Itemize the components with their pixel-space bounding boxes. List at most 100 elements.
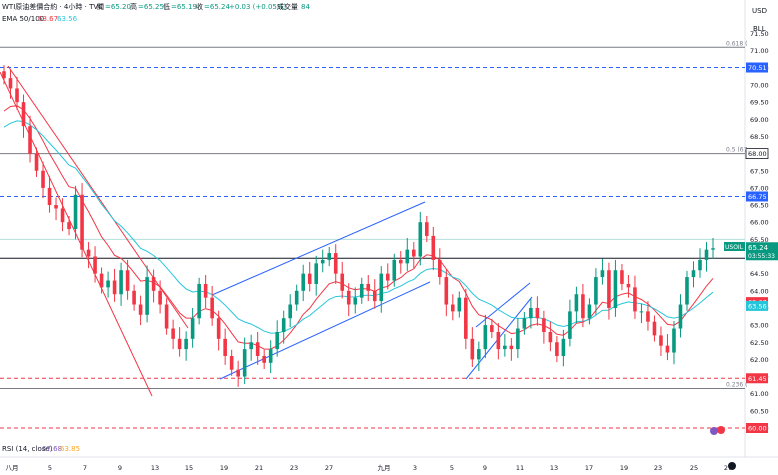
candles: [2, 65, 715, 387]
price-tick-label: 64.00: [750, 287, 769, 295]
candle-body: [672, 328, 676, 353]
candle-body: [626, 283, 631, 288]
candle-body: [542, 318, 546, 332]
ohlc-value-0: =65.20: [105, 3, 131, 11]
rsi-label[interactable]: RSI (14, close): [2, 445, 53, 453]
unit-label[interactable]: BLL: [753, 25, 766, 33]
volume-value: 84: [301, 3, 310, 11]
candle-body: [438, 259, 442, 278]
price-tick-label: 66.00: [750, 219, 769, 227]
time-tick-label: 九月: [378, 463, 391, 472]
candle-body: [444, 277, 449, 305]
candle-body: [451, 304, 455, 312]
current-price-value: 65.24: [748, 244, 769, 252]
candle-body: [275, 331, 279, 350]
candle-body: [80, 194, 84, 250]
candle-body: [262, 355, 266, 363]
price-label-box-6: [746, 423, 768, 433]
price-label-text-0: 70.51: [748, 64, 767, 72]
ohlc-label-3: 收: [196, 2, 203, 11]
time-tick-label: 5: [450, 464, 454, 472]
candle-body: [555, 342, 559, 356]
candle-body: [411, 249, 416, 257]
ema-50-line[interactable]: [3, 105, 714, 350]
symbol-title[interactable]: WTI原油差價合約 · 4小時 · TVC: [2, 2, 103, 11]
candle-body: [314, 263, 319, 284]
price-tick-label: 71.00: [750, 47, 769, 55]
candle-body: [106, 280, 110, 288]
price-label-box-0: [746, 62, 768, 73]
price-tick-label: 65.50: [750, 236, 769, 244]
candle-body: [405, 249, 410, 264]
volume-label: 成交量: [277, 2, 298, 11]
ema-label[interactable]: EMA 50/100: [2, 15, 44, 23]
candle-body: [138, 304, 143, 315]
price-label-box-1: [745, 148, 769, 160]
time-tick-label: 11: [516, 464, 524, 472]
candle-body: [41, 170, 45, 188]
currency-label[interactable]: USD: [752, 7, 767, 15]
candle-body: [574, 294, 579, 312]
ema-lines: [3, 105, 714, 350]
candle-body: [67, 222, 71, 230]
timezone-icon[interactable]: [728, 462, 736, 470]
candle-body: [171, 328, 175, 339]
ohlc-label-2: 低: [163, 2, 170, 11]
candle-body: [483, 325, 488, 350]
candle-body: [327, 253, 332, 260]
blue-channel-lower-line[interactable]: [219, 281, 431, 380]
candle-body: [613, 270, 618, 308]
candle-body: [522, 318, 527, 329]
earnings-icon[interactable]: [717, 426, 725, 434]
candle-body: [15, 88, 19, 103]
time-tick-label: 15: [185, 464, 193, 472]
candle-body: [457, 297, 462, 312]
time-tick-label: 23: [654, 464, 662, 472]
candle-body: [346, 290, 351, 305]
candle-body: [60, 208, 65, 223]
candle-body: [255, 342, 260, 356]
candle-body: [685, 277, 689, 305]
candle-body: [34, 153, 39, 171]
ohlc-value-2: =65.19: [171, 3, 197, 11]
event-icons[interactable]: [710, 426, 725, 435]
candle-body: [704, 249, 709, 260]
ema-100-line[interactable]: [3, 120, 714, 334]
rsi-value-2: 63.85: [60, 445, 80, 453]
price-label-box-5: [746, 373, 768, 384]
price-tick-label: 70.00: [750, 82, 769, 90]
blue-channel-upper-line[interactable]: [211, 201, 426, 296]
price-tick-label: 61.00: [750, 390, 769, 398]
candle-body: [93, 256, 97, 274]
candle-body: [164, 304, 169, 329]
ohlc-value-1: =65.25: [138, 3, 164, 11]
plot-area[interactable]: [0, 0, 745, 457]
candle-body: [581, 294, 585, 319]
candle-body: [620, 270, 624, 284]
candle-body: [197, 283, 201, 319]
ema-100-value: 63.56: [57, 15, 78, 23]
candle-body: [288, 304, 293, 319]
candle-body: [509, 345, 514, 350]
price-label-text-4: 63.56: [748, 302, 767, 310]
candle-body: [223, 338, 227, 356]
candle-body: [2, 71, 6, 79]
candle-body: [236, 369, 240, 377]
price-tick-label: 62.50: [750, 339, 769, 347]
time-tick-label: 13: [151, 464, 159, 472]
price-label-text-6: 60.00: [748, 425, 767, 433]
ema-50-value: 63.67: [38, 15, 58, 23]
change-value: +0.03 (+0.05%): [229, 3, 287, 11]
event-flag-icon[interactable]: [710, 427, 718, 435]
time-tick-label: 27: [325, 464, 333, 472]
candle-body: [281, 318, 286, 332]
time-tick-label: 9: [118, 464, 122, 472]
candle-body: [646, 311, 650, 322]
red-channel-upper-line[interactable]: [7, 65, 189, 329]
candle-body: [431, 235, 436, 260]
candle-body: [600, 270, 605, 278]
candle-body: [490, 325, 494, 332]
candle-body: [477, 349, 481, 360]
